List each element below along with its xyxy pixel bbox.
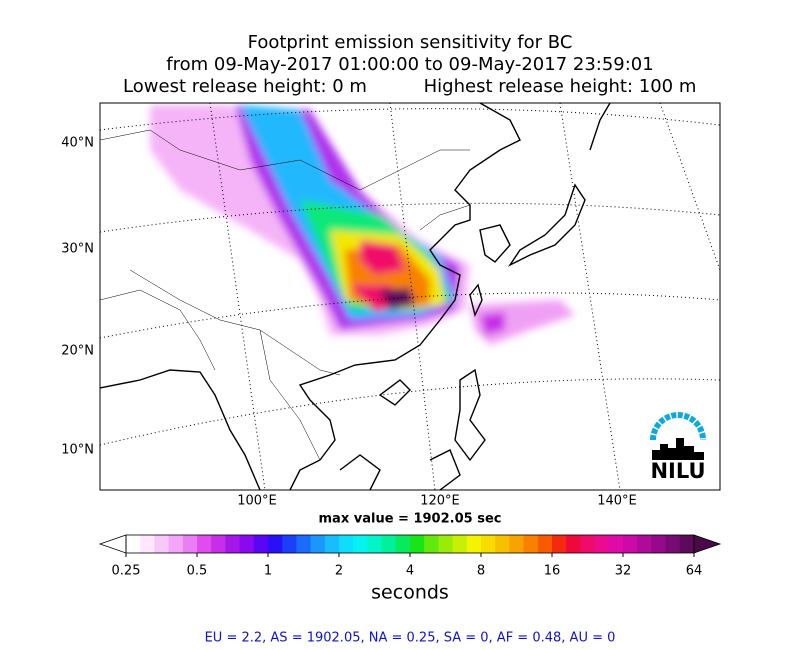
plume — [150, 105, 575, 345]
colorbar-cell — [410, 535, 425, 553]
colorbar-cell — [424, 535, 439, 553]
colorbar-tick-label: 16 — [544, 564, 561, 579]
colorbar-cell — [608, 535, 624, 553]
colorbar-cell — [651, 535, 667, 553]
lon-label: 120°E — [420, 494, 460, 509]
colorbar-tick-label: 0.25 — [112, 564, 141, 579]
colorbar-cell — [552, 535, 567, 553]
release-highest: Highest release height: 100 m — [424, 76, 697, 97]
colorbar-cell — [523, 535, 539, 553]
colorbar-under — [98, 534, 127, 554]
colorbar-cell — [594, 535, 610, 553]
colorbar-cell — [665, 535, 681, 553]
colorbar-cell — [324, 535, 340, 553]
colorbar-cell — [481, 535, 496, 553]
colorbar-cell — [310, 535, 326, 553]
colorbar-cell — [623, 535, 638, 553]
release-lowest: Lowest release height: 0 m — [123, 76, 367, 97]
colorbar-cell — [253, 535, 269, 553]
colorbar-cell — [395, 535, 411, 553]
colorbar-cell — [679, 535, 695, 553]
colorbar-tick-label: 4 — [406, 564, 414, 579]
colorbar-cell — [637, 535, 652, 553]
colorbar-tick-label: 2 — [335, 564, 343, 579]
colorbar-cell — [239, 535, 255, 553]
graticule — [100, 103, 720, 490]
colorbar-cell — [154, 535, 170, 553]
colorbar-cell — [495, 535, 510, 553]
lon-label: 140°E — [597, 494, 637, 509]
colorbar-tick-label: 0.5 — [187, 564, 208, 579]
colorbar-cell — [339, 535, 354, 553]
lat-label: 30°N — [61, 242, 94, 257]
colorbar-cell — [197, 535, 212, 553]
colorbar-cell — [509, 535, 525, 553]
title-line: from 09-May-2017 01:00:00 to 09-May-2017… — [166, 54, 653, 75]
lat-label: 10°N — [61, 443, 94, 458]
colorbar-cell — [381, 535, 397, 553]
colorbar-cell — [296, 535, 312, 553]
colorbar-cell — [452, 535, 468, 553]
colorbar-tick-label: 8 — [477, 564, 485, 579]
colorbar-cell — [268, 535, 283, 553]
colorbar-tick-label: 64 — [686, 564, 703, 579]
colorbar-cell — [580, 535, 596, 553]
lat-label: 20°N — [61, 344, 94, 359]
colorbar-cell — [126, 535, 141, 553]
logo-text: NILU — [650, 459, 705, 483]
colorbar-cell — [353, 535, 368, 553]
colorbar-over — [693, 534, 722, 554]
map: NILU — [100, 103, 720, 490]
map-frame — [99, 102, 721, 491]
colorbar-cell — [168, 535, 184, 553]
logo: NILU — [650, 412, 706, 483]
colorbar-cell — [140, 535, 155, 553]
borders — [100, 129, 471, 461]
title-line: Footprint emission sensitivity for BC — [248, 32, 573, 53]
colorbar-cell — [282, 535, 297, 553]
max-value: max value = 1902.05 sec — [319, 512, 502, 527]
lon-label: 100°E — [237, 494, 277, 509]
colorbar-cell — [225, 535, 241, 553]
colorbar-cell — [182, 535, 198, 553]
colorbar-cell — [566, 535, 581, 553]
colorbar-cell — [537, 535, 553, 553]
colorbar: 0.25 0.5 1 2 4 8 16 32 64 — [98, 534, 722, 579]
coastlines — [100, 103, 611, 490]
footer: EU = 2.2, AS = 1902.05, NA = 0.25, SA = … — [205, 631, 616, 646]
colorbar-cell — [211, 535, 226, 553]
colorbar-cell — [466, 535, 482, 553]
colorbar-tick-label: 32 — [615, 564, 632, 579]
colorbar-cell — [367, 535, 383, 553]
colorbar-cell — [438, 535, 454, 553]
colorbar-tick-label: 1 — [264, 564, 272, 579]
colorbar-label: seconds — [371, 582, 449, 604]
lat-label: 40°N — [61, 136, 94, 151]
